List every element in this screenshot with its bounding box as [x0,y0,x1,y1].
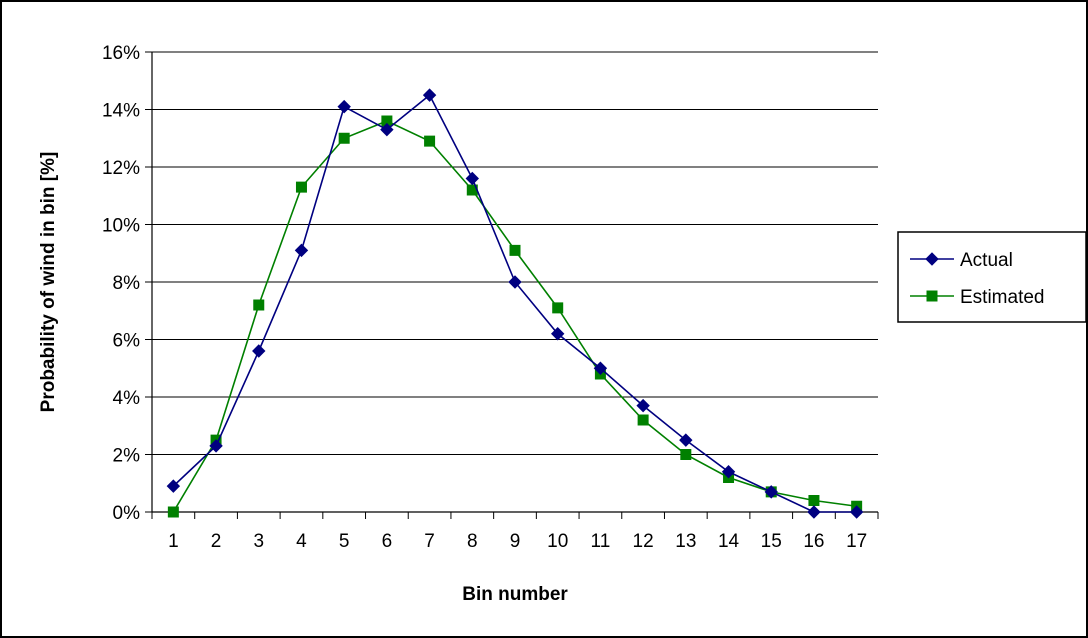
y-tick-label: 12% [102,158,140,179]
data-point [808,495,820,506]
data-point [550,327,565,341]
legend-item-estimated: Estimated [910,287,1044,308]
x-tick-label: 4 [296,531,307,552]
data-point [849,505,864,519]
y-tick-label: 6% [113,331,141,352]
y-tick-label: 0% [113,503,141,524]
legend-label: Estimated [960,287,1044,308]
data-point [338,132,350,144]
y-tick-label: 16% [102,43,140,64]
legend: Actual Estimated [897,231,1087,323]
legend-item-actual: Actual [910,250,1013,271]
data-point [380,122,394,137]
x-tick-label: 11 [591,531,611,552]
y-tick-label: 4% [113,388,141,409]
y-tick-label: 10% [102,216,140,237]
legend-label: Actual [960,250,1013,271]
x-tick-label: 2 [211,531,222,552]
data-point [637,414,649,426]
data-point [209,439,223,453]
y-tick-label: 14% [102,101,140,122]
data-point [295,181,307,193]
data-point [593,361,608,375]
x-tick-label: 7 [424,531,435,552]
data-point [465,171,480,186]
x-tick-labels: 1 2 3 4 5 6 7 8 9 10 11 12 13 14 15 16 17 [168,531,867,552]
series-line [172,120,857,513]
data-point [294,243,309,258]
data-point [166,479,181,493]
data-point [167,506,179,518]
data-point [807,505,821,519]
x-tick-label: 5 [339,531,350,552]
data-point [721,465,736,479]
legend-box [897,231,1087,323]
data-point [424,135,436,147]
x-tick-label: 13 [675,531,696,552]
legend-marker [926,290,938,302]
data-point [253,299,265,311]
x-tick-label: 8 [467,531,478,552]
data-point [337,99,351,114]
series-line [172,93,857,513]
x-axis-title: Bin number [462,584,568,605]
x-tick-label: 9 [510,531,521,552]
data-point [509,244,521,256]
x-tick-label: 1 [168,531,179,552]
data-point [764,485,778,499]
y-tick-label: 2% [113,446,141,467]
data-point [679,433,693,447]
x-tick-label: 17 [846,531,867,552]
data-point [508,275,522,289]
x-tick-label: 15 [761,531,782,552]
y-axis-title: Probability of wind in bin [%] [38,152,59,413]
x-tick-label: 14 [718,531,740,552]
data-point [252,344,266,358]
x-tick-label: 16 [803,531,824,552]
axes [145,51,879,519]
x-tick-label: 10 [547,531,568,552]
data-point [680,449,692,460]
y-tick-labels: 0% 2% 4% 6% 8% 10% 12% 14% 16% [102,43,140,524]
y-tick-label: 8% [113,273,141,294]
data-point [422,88,437,102]
gridlines [152,51,878,455]
x-tick-label: 6 [382,531,393,552]
x-tick-label: 3 [253,531,264,552]
legend-marker [925,252,939,266]
x-tick-label: 12 [633,531,654,552]
series-group [166,88,864,519]
legend-items: Actual Estimated [910,250,1044,308]
data-point [636,398,650,413]
series-estimated [167,115,863,518]
data-point [552,302,564,314]
series-actual [166,88,864,519]
